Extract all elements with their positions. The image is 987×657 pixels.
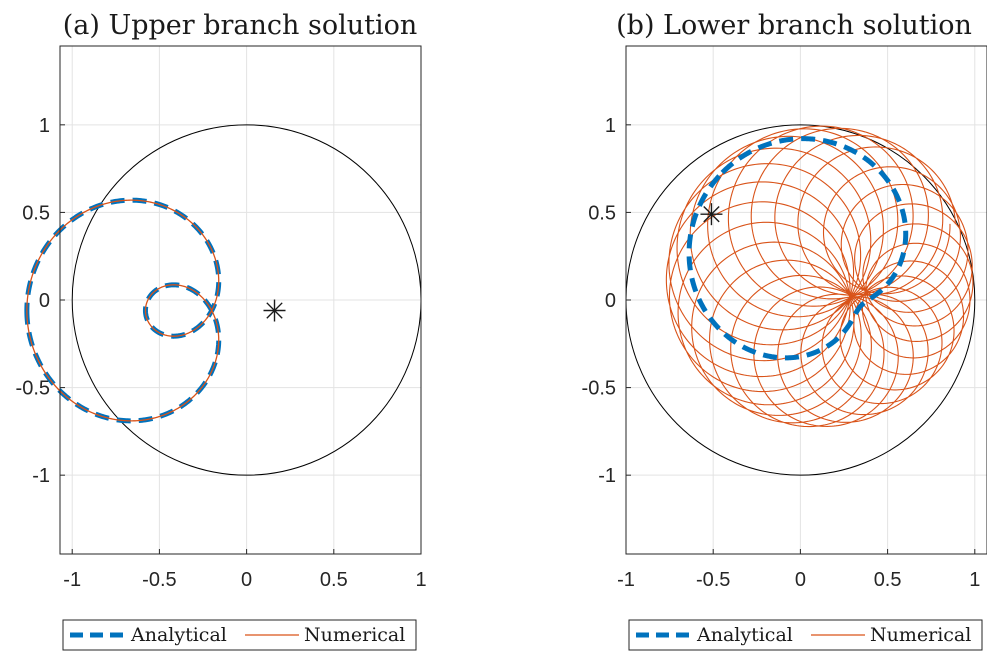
legend-analytical-label: Analytical <box>130 624 227 646</box>
x-tick-label: 0.5 <box>320 569 348 591</box>
legend-numerical-label: Numerical <box>304 624 405 646</box>
y-tick-label: 0 <box>39 290 50 312</box>
legend: Analytical Numerical <box>628 619 983 651</box>
start-marker <box>263 299 286 322</box>
axes-box <box>625 45 987 555</box>
x-tick-label: -1 <box>617 569 635 591</box>
legend: Analytical Numerical <box>62 619 417 651</box>
x-tick-label: -1 <box>63 569 81 591</box>
marker-stroke <box>266 302 283 319</box>
panel-upper-branch: (a) Upper branch solution -1 -0.5 0 0.5 1 1 0… <box>16 10 427 651</box>
panel-title: (b) Lower branch solution <box>616 10 972 41</box>
grid <box>60 46 422 554</box>
analytical-curve <box>686 136 909 361</box>
x-tick-labels: -1 -0.5 0 0.5 1 <box>63 569 426 591</box>
grid <box>625 46 987 554</box>
x-tick-label: -0.5 <box>696 569 730 591</box>
legend-analytical-label: Analytical <box>696 624 793 646</box>
y-tick-label: -0.5 <box>582 378 616 400</box>
start-marker <box>700 203 723 226</box>
y-tick-label: -1 <box>32 465 50 487</box>
y-tick-label: -0.5 <box>16 378 50 400</box>
panel-lower-branch: (b) Lower branch solution -1 -0.5 0 0.5 1 1 0… <box>582 10 987 651</box>
x-tick-label: 1 <box>969 569 980 591</box>
numerical-curve <box>26 199 220 422</box>
x-tick-label: 0 <box>795 569 806 591</box>
x-tick-label: 0 <box>241 569 252 591</box>
x-tick-label: -0.5 <box>142 569 176 591</box>
y-tick-label: 1 <box>39 115 50 137</box>
x-tick-label: 1 <box>415 569 426 591</box>
axes-box <box>59 45 422 555</box>
y-tick-labels: 1 0.5 0 -0.5 -1 <box>16 115 50 487</box>
x-tick-labels: -1 -0.5 0 0.5 1 <box>617 569 980 591</box>
y-tick-labels: 1 0.5 0 -0.5 -1 <box>582 115 616 487</box>
legend-numerical-label: Numerical <box>870 624 971 646</box>
y-tick-label: 0.5 <box>588 202 616 224</box>
y-tick-label: 1 <box>605 115 616 137</box>
numerical-curve <box>665 125 974 428</box>
y-tick-label: 0.5 <box>22 202 50 224</box>
y-tick-label: 0 <box>605 290 616 312</box>
y-tick-label: -1 <box>598 465 616 487</box>
panel-title: (a) Upper branch solution <box>63 10 418 41</box>
marker-stroke <box>703 205 720 223</box>
x-tick-label: 0.5 <box>874 569 902 591</box>
